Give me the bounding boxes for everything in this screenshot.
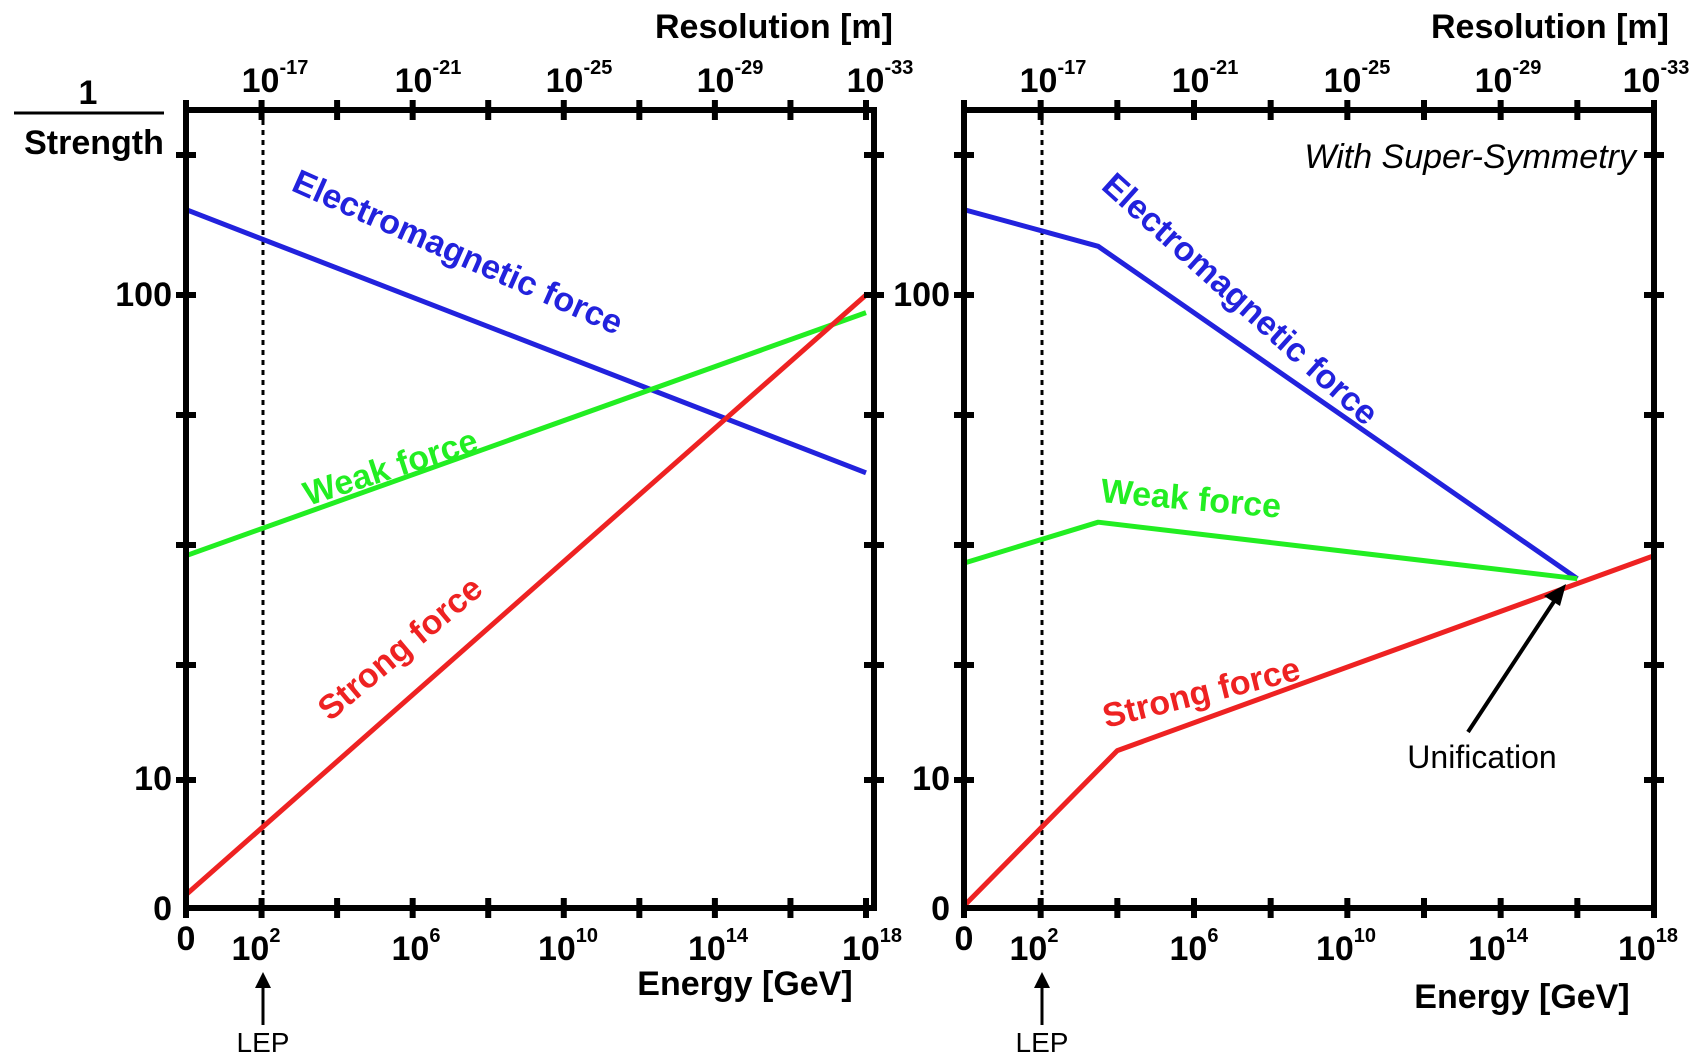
y-tick-label-0: 0 xyxy=(153,890,172,928)
top-tick-label: 10-29 xyxy=(697,57,764,100)
series-line-weak xyxy=(963,519,1578,582)
y-tick-label-10: 10 xyxy=(134,760,172,798)
series-label-weak: Weak force xyxy=(1099,472,1282,526)
y-axis-title-denominator: Strength xyxy=(24,124,164,162)
lep-marker: LEP xyxy=(1016,972,1069,1056)
series-layer xyxy=(962,207,1655,908)
x-tick-label: 1010 xyxy=(1316,925,1376,968)
x-tick-label: 106 xyxy=(392,925,441,968)
bottom-axis-title: Energy [GeV] xyxy=(1414,978,1629,1016)
series-line-electromagnetic xyxy=(963,207,1579,581)
chart-panel-super-symmetry: Resolution [m] Energy [GeV] With Super-S… xyxy=(893,8,1689,1056)
lep-arrow-head xyxy=(255,972,271,988)
chart-panel-standard-model: Resolution [m] Energy [GeV] 100 10 0 0 1… xyxy=(115,8,913,1056)
series-label-weak: Weak force xyxy=(299,422,483,514)
x-tick-label: 1010 xyxy=(538,925,598,968)
unification-annotation: Unification xyxy=(1407,584,1566,775)
top-tick-label: 10-25 xyxy=(1324,57,1391,100)
y-tick-label-10: 10 xyxy=(912,760,950,798)
x-tick-label: 0 xyxy=(955,920,974,958)
top-tick-label: 10-21 xyxy=(395,57,462,100)
plot-frame xyxy=(961,107,1657,911)
y-tick-label-100: 100 xyxy=(893,276,950,314)
unification-label: Unification xyxy=(1407,739,1556,775)
series-line-strong xyxy=(962,553,1655,908)
top-tick-label: 10-33 xyxy=(847,57,914,100)
x-tick-label: 1014 xyxy=(1468,925,1529,968)
top-tick-label: 10-25 xyxy=(546,57,613,100)
unification-arrow-shaft xyxy=(1466,598,1557,734)
series-layer xyxy=(184,207,868,897)
series-line-strong xyxy=(184,293,868,897)
top-tick-label: 10-17 xyxy=(1020,57,1087,100)
series-line-electromagnetic xyxy=(185,207,867,476)
y-axis-title-numerator: 1 xyxy=(79,74,98,112)
lep-arrow-head xyxy=(1034,972,1050,988)
lep-label: LEP xyxy=(1016,1027,1069,1056)
series-line-weak xyxy=(185,310,867,559)
bottom-axis-title: Energy [GeV] xyxy=(637,965,852,1003)
panel-annotation: With Super-Symmetry xyxy=(1304,138,1638,176)
top-tick-label: 10-33 xyxy=(1623,57,1690,100)
top-tick-label: 10-21 xyxy=(1172,57,1239,100)
top-axis-title: Resolution [m] xyxy=(1431,8,1669,46)
y-axis-title: 1 Strength xyxy=(14,74,164,162)
top-tick-label: 10-17 xyxy=(242,57,309,100)
top-tick-label: 10-29 xyxy=(1475,57,1542,100)
x-tick-label: 1014 xyxy=(688,925,749,968)
x-tick-label: 102 xyxy=(232,925,281,968)
y-tick-label-100: 100 xyxy=(115,276,172,314)
x-tick-label: 1018 xyxy=(842,925,902,968)
series-label-strong: Strong force xyxy=(1099,650,1304,736)
lep-marker: LEP xyxy=(237,972,290,1056)
x-tick-label: 102 xyxy=(1010,925,1059,968)
unification-arrow-head xyxy=(1544,584,1566,606)
plot-frame xyxy=(183,107,877,911)
series-label-electromagnetic: Electromagnetic force xyxy=(1095,166,1386,433)
y-tick-label-0: 0 xyxy=(931,890,950,928)
ticks-layer xyxy=(954,100,1664,918)
x-tick-label: 0 xyxy=(177,920,196,958)
top-axis-title: Resolution [m] xyxy=(655,8,893,46)
lep-label: LEP xyxy=(237,1027,290,1056)
x-tick-label: 106 xyxy=(1170,925,1219,968)
ticks-layer xyxy=(176,100,884,918)
x-tick-label: 1018 xyxy=(1618,925,1678,968)
